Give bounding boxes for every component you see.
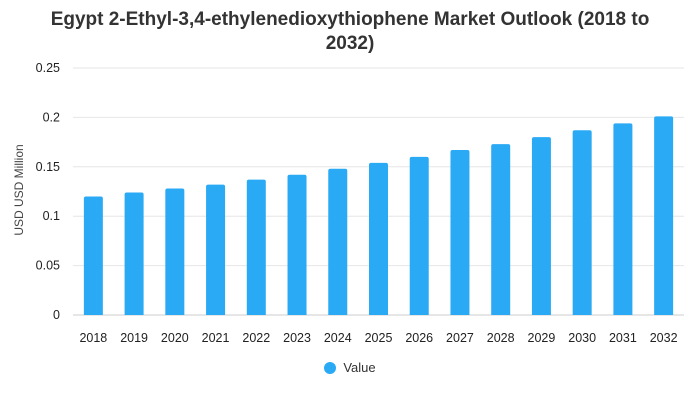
bar-2018[interactable] (83, 196, 103, 315)
y-tick-label: 0.15 (36, 160, 60, 174)
bar-2027[interactable] (450, 150, 470, 315)
x-tick-label: 2031 (609, 331, 637, 345)
bar-2021[interactable] (206, 184, 226, 315)
bar-2024[interactable] (328, 168, 348, 315)
bar-2026[interactable] (409, 156, 429, 315)
x-tick-label: 2026 (405, 331, 433, 345)
chart-title: Egypt 2-Ethyl-3,4-ethylenedioxythiophene… (50, 9, 650, 54)
x-tick-label: 2020 (161, 331, 189, 345)
y-tick-label: 0.2 (43, 110, 60, 124)
bars (83, 116, 674, 315)
bar-2019[interactable] (124, 192, 144, 315)
y-tick-label: 0.05 (36, 259, 60, 273)
bar-2032[interactable] (654, 116, 674, 315)
bar-2020[interactable] (165, 188, 185, 315)
x-tick-label: 2025 (365, 331, 393, 345)
x-axis-ticks: 2018 2019 2020 2021 2022 2023 2024 2025 2026 2027… (79, 331, 677, 345)
y-tick-label: 0 (53, 308, 60, 322)
y-tick-label: 0.1 (43, 209, 60, 223)
legend-marker-icon (324, 361, 337, 374)
x-tick-label: 2027 (446, 331, 474, 345)
bar-2029[interactable] (531, 137, 551, 315)
y-axis-ticks: 0 0.05 0.1 0.15 0.2 0.25 (36, 61, 60, 322)
bar-2031[interactable] (613, 123, 633, 315)
x-tick-label: 2029 (528, 331, 556, 345)
x-tick-label: 2019 (120, 331, 148, 345)
bar-2023[interactable] (287, 174, 307, 315)
legend-label: Value (343, 360, 376, 375)
y-tick-label: 0.25 (36, 61, 60, 75)
x-tick-label: 2032 (650, 331, 678, 345)
x-tick-label: 2021 (202, 331, 230, 345)
x-tick-label: 2030 (568, 331, 596, 345)
bar-2030[interactable] (572, 130, 592, 315)
bar-2022[interactable] (246, 179, 266, 315)
x-tick-label: 2028 (487, 331, 515, 345)
x-tick-label: 2022 (242, 331, 270, 345)
x-tick-label: 2024 (324, 331, 352, 345)
x-tick-label: 2018 (79, 331, 107, 345)
legend[interactable]: Value (0, 360, 700, 375)
x-tick-label: 2023 (283, 331, 311, 345)
bar-2025[interactable] (369, 162, 388, 315)
y-axis-title: USD USD Million (12, 144, 26, 235)
bar-2028[interactable] (491, 144, 511, 315)
